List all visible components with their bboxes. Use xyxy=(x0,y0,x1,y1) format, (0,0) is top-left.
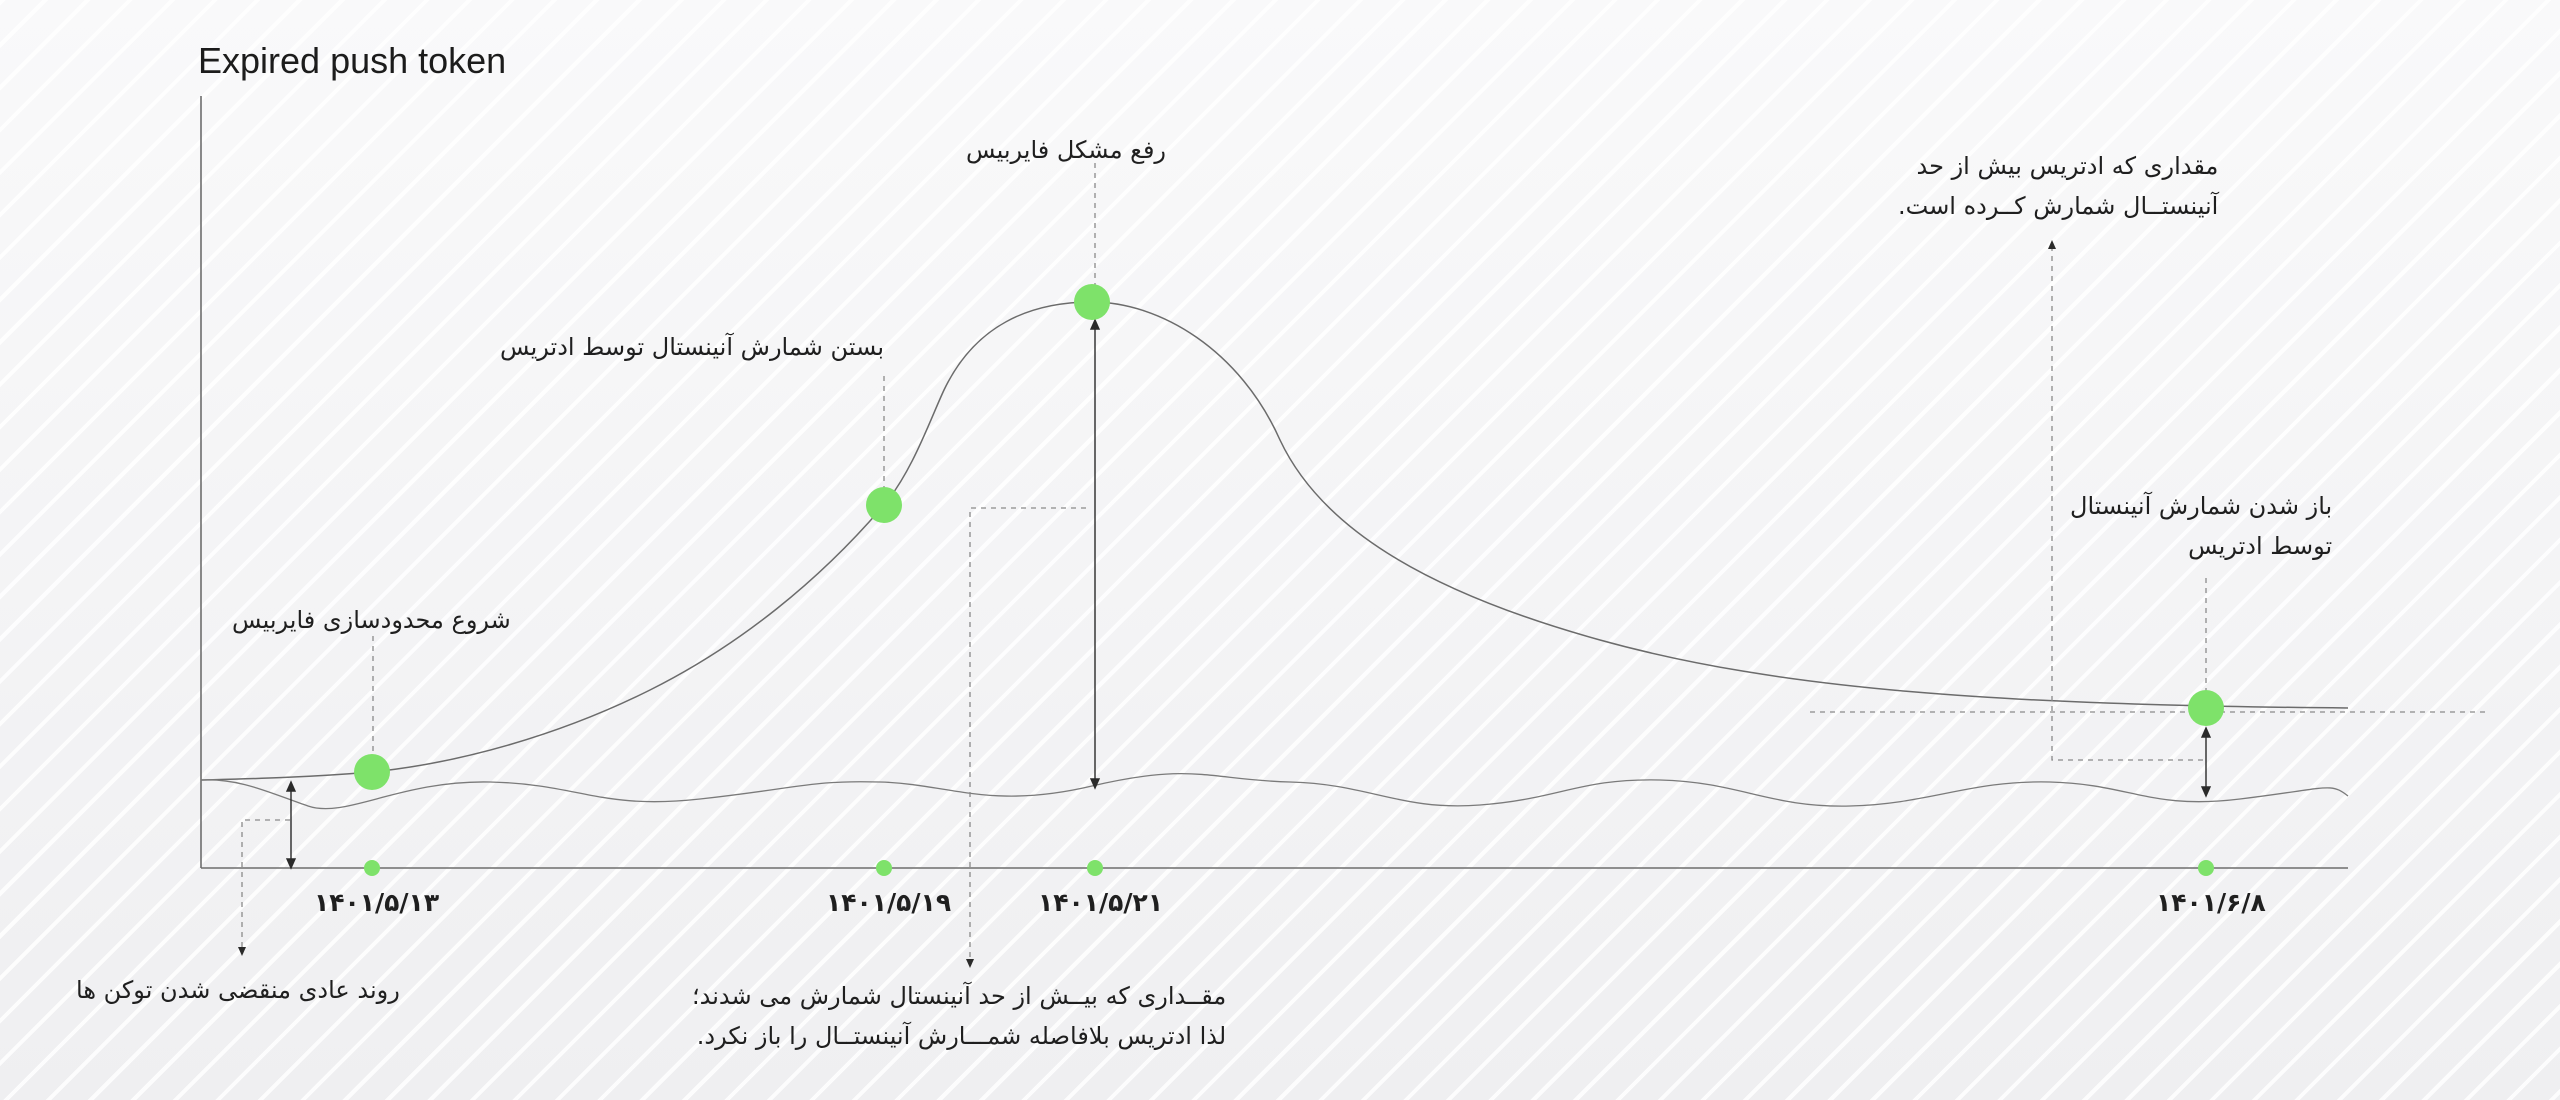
note-overcounted-before: مقــداری که بیــش از حد آنینستال شمارش م… xyxy=(692,982,1227,1050)
arrow-heads xyxy=(238,240,2056,968)
event-markers xyxy=(354,284,2224,790)
x-tick-label: ۱۴۰۱/۵/۱۳ xyxy=(314,888,440,917)
event-label-firebase-fixed: رفع مشکل فایربیس xyxy=(966,136,1167,164)
marker-firebase-limit xyxy=(354,754,390,790)
x-tick-label: ۱۴۰۱/۶/۸ xyxy=(2156,888,2266,917)
double-arrows xyxy=(285,318,2212,870)
chart-title: Expired push token xyxy=(198,40,507,81)
axis-markers xyxy=(364,860,2214,876)
main-curve xyxy=(200,301,2349,781)
marker-firebase-fixed xyxy=(1074,284,1110,320)
event-label-firebase-limit: شروع محدودسازی فایربیس xyxy=(232,606,511,634)
marker-adtrace-open xyxy=(2188,690,2224,726)
event-label-adtrace-open: باز شدن شمارش آنینستال توسط ادتریس xyxy=(2070,492,2333,560)
note-overcounted-after: مقداری که ادتریس بیش از حد آنینستــال شم… xyxy=(1898,152,2219,220)
marker-adtrace-close xyxy=(866,487,902,523)
guide-lines xyxy=(241,163,2485,962)
note-normal-expiry: روند عادی منقضی شدن توکن ها xyxy=(76,976,400,1004)
x-tick-label: ۱۴۰۱/۵/۱۹ xyxy=(826,888,952,917)
baseline-wave xyxy=(200,772,2349,810)
x-tick-label: ۱۴۰۱/۵/۲۱ xyxy=(1038,888,1164,917)
event-label-adtrace-close: بستن شمارش آنینستال توسط ادتریس xyxy=(500,333,885,361)
